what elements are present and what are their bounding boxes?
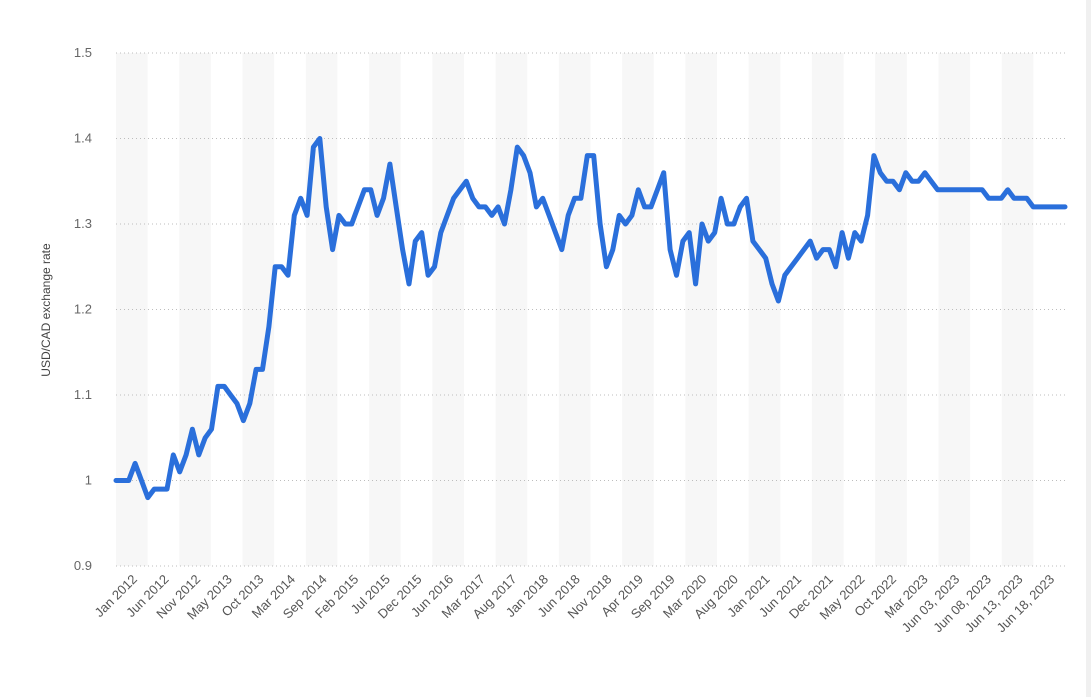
- band: [811, 53, 844, 566]
- y-tick-label: 1.3: [74, 216, 92, 231]
- y-axis-title: USD/CAD exchange rate: [39, 243, 53, 377]
- y-tick-label: 1: [85, 473, 92, 488]
- y-axis-ticks: 0.9 1 1.1 1.2 1.3 1.4 1.5: [74, 45, 92, 573]
- y-tick-label: 1.2: [74, 302, 92, 317]
- band: [685, 53, 718, 566]
- band: [875, 53, 907, 566]
- series-group: [113, 136, 1068, 501]
- band: [938, 53, 971, 566]
- series-line: [113, 136, 1068, 501]
- y-tick-label: 1.4: [74, 131, 92, 146]
- y-tick-label: 1.1: [74, 387, 92, 402]
- y-tick-label: 0.9: [74, 558, 92, 573]
- band: [558, 53, 591, 566]
- scrollbar-edge: [1086, 0, 1091, 697]
- alternating-bands: [116, 53, 1034, 566]
- band: [622, 53, 654, 566]
- y-tick-label: 1.5: [74, 45, 92, 60]
